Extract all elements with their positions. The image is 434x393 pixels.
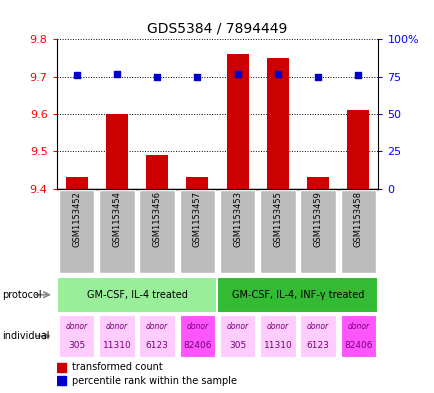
Point	[153, 73, 160, 80]
FancyBboxPatch shape	[99, 315, 134, 357]
FancyBboxPatch shape	[59, 315, 94, 357]
FancyBboxPatch shape	[139, 315, 174, 357]
Text: transformed count: transformed count	[72, 362, 162, 372]
Bar	[346, 110, 368, 189]
Point	[113, 70, 120, 77]
Point	[274, 70, 281, 77]
Text: 11310: 11310	[102, 341, 131, 350]
Text: donor: donor	[346, 322, 368, 331]
Point	[194, 73, 201, 80]
FancyBboxPatch shape	[179, 315, 214, 357]
Text: 82406: 82406	[183, 341, 211, 350]
Text: GSM1153452: GSM1153452	[72, 191, 81, 247]
Text: 11310: 11310	[263, 341, 292, 350]
Text: GM-CSF, IL-4 treated: GM-CSF, IL-4 treated	[86, 290, 187, 300]
Point	[314, 73, 321, 80]
Text: GSM1153459: GSM1153459	[313, 191, 322, 247]
Text: GSM1153454: GSM1153454	[112, 191, 121, 247]
Bar	[266, 58, 288, 189]
FancyBboxPatch shape	[99, 190, 134, 274]
FancyBboxPatch shape	[260, 315, 295, 357]
Text: GSM1153456: GSM1153456	[152, 191, 161, 247]
Point	[354, 72, 361, 78]
Text: GSM1153455: GSM1153455	[273, 191, 282, 247]
Text: GM-CSF, IL-4, INF-γ treated: GM-CSF, IL-4, INF-γ treated	[231, 290, 363, 300]
Text: donor: donor	[66, 322, 88, 331]
Title: GDS5384 / 7894449: GDS5384 / 7894449	[147, 21, 287, 35]
FancyBboxPatch shape	[139, 190, 174, 274]
Bar	[105, 114, 128, 189]
Text: donor: donor	[105, 322, 128, 331]
Text: donor: donor	[146, 322, 168, 331]
Text: GSM1153457: GSM1153457	[192, 191, 201, 247]
Text: GSM1153453: GSM1153453	[233, 191, 242, 247]
Text: 305: 305	[68, 341, 85, 350]
FancyBboxPatch shape	[340, 315, 375, 357]
Bar	[306, 178, 329, 189]
FancyBboxPatch shape	[260, 190, 295, 274]
Bar	[226, 54, 248, 189]
Text: donor: donor	[266, 322, 288, 331]
Text: 82406: 82406	[343, 341, 372, 350]
Text: donor: donor	[186, 322, 208, 331]
FancyBboxPatch shape	[179, 190, 214, 274]
Bar	[56, 376, 66, 385]
FancyBboxPatch shape	[217, 277, 378, 313]
Point	[233, 70, 240, 77]
Text: percentile rank within the sample: percentile rank within the sample	[72, 376, 236, 386]
Text: 6123: 6123	[145, 341, 168, 350]
FancyBboxPatch shape	[220, 315, 255, 357]
FancyBboxPatch shape	[220, 190, 255, 274]
Bar	[186, 178, 208, 189]
Text: 6123: 6123	[306, 341, 329, 350]
Text: protocol: protocol	[2, 290, 42, 300]
Text: individual: individual	[2, 331, 49, 341]
Text: 305: 305	[228, 341, 246, 350]
FancyBboxPatch shape	[56, 277, 217, 313]
Bar	[146, 155, 168, 189]
FancyBboxPatch shape	[300, 190, 335, 274]
FancyBboxPatch shape	[340, 190, 375, 274]
FancyBboxPatch shape	[300, 315, 335, 357]
Bar	[56, 363, 66, 372]
FancyBboxPatch shape	[59, 190, 94, 274]
Text: donor: donor	[226, 322, 248, 331]
Bar	[66, 178, 88, 189]
Point	[73, 72, 80, 78]
Text: donor: donor	[306, 322, 329, 331]
Text: GSM1153458: GSM1153458	[353, 191, 362, 247]
